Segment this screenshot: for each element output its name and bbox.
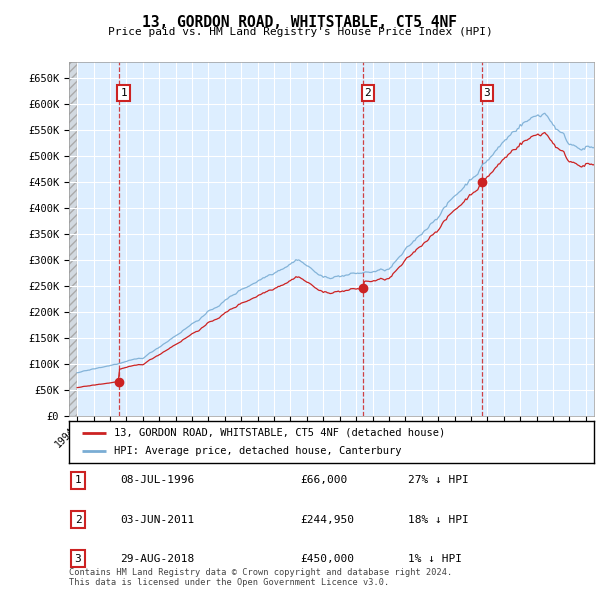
- Text: 29-AUG-2018: 29-AUG-2018: [120, 554, 194, 563]
- Bar: [69, 62, 77, 416]
- Text: 08-JUL-1996: 08-JUL-1996: [120, 476, 194, 485]
- Text: 3: 3: [74, 554, 82, 563]
- Text: £450,000: £450,000: [300, 554, 354, 563]
- Text: Price paid vs. HM Land Registry's House Price Index (HPI): Price paid vs. HM Land Registry's House …: [107, 27, 493, 37]
- Text: 1% ↓ HPI: 1% ↓ HPI: [408, 554, 462, 563]
- Text: £66,000: £66,000: [300, 476, 347, 485]
- Text: 03-JUN-2011: 03-JUN-2011: [120, 515, 194, 525]
- Bar: [69, 62, 77, 416]
- Text: Contains HM Land Registry data © Crown copyright and database right 2024.
This d: Contains HM Land Registry data © Crown c…: [69, 568, 452, 587]
- Text: 13, GORDON ROAD, WHITSTABLE, CT5 4NF: 13, GORDON ROAD, WHITSTABLE, CT5 4NF: [143, 15, 458, 30]
- Text: 2: 2: [74, 515, 82, 525]
- Text: HPI: Average price, detached house, Canterbury: HPI: Average price, detached house, Cant…: [113, 446, 401, 456]
- Text: 1: 1: [120, 88, 127, 98]
- Text: £244,950: £244,950: [300, 515, 354, 525]
- Text: 3: 3: [484, 88, 490, 98]
- Text: 27% ↓ HPI: 27% ↓ HPI: [408, 476, 469, 485]
- Text: 13, GORDON ROAD, WHITSTABLE, CT5 4NF (detached house): 13, GORDON ROAD, WHITSTABLE, CT5 4NF (de…: [113, 428, 445, 438]
- Text: 18% ↓ HPI: 18% ↓ HPI: [408, 515, 469, 525]
- Text: 2: 2: [365, 88, 371, 98]
- Text: 1: 1: [74, 476, 82, 485]
